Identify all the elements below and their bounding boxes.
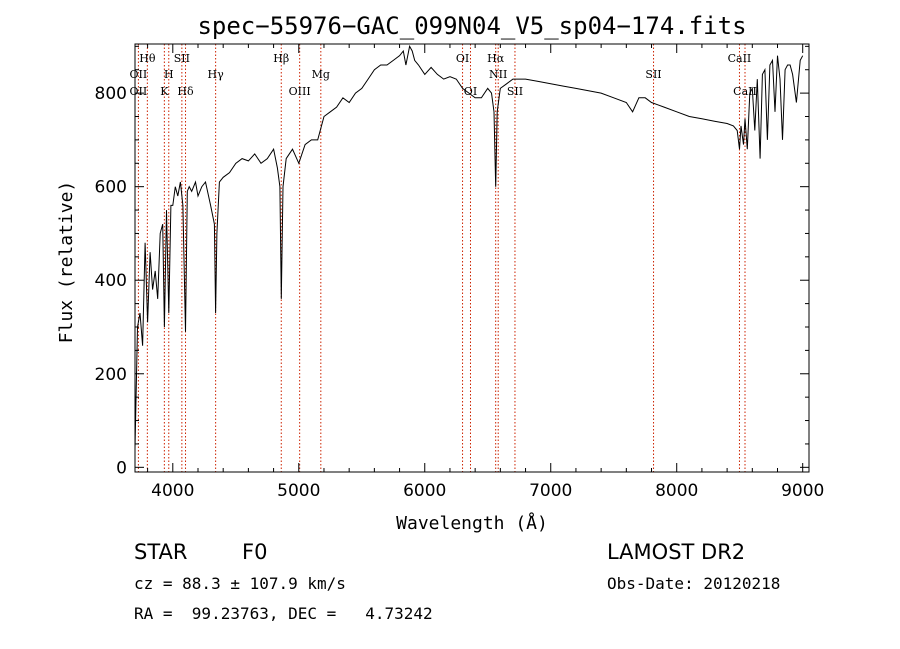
y-tick-label-200: 200	[95, 365, 127, 385]
line-label-2: OII	[130, 85, 148, 98]
chart-title: spec−55976−GAC_099N04_V5_sp04−174.fits	[197, 12, 746, 40]
y-axis-label: Flux (relative)	[56, 181, 77, 344]
y-axis-ticks: 0 200 400 600 800	[95, 45, 809, 478]
line-label-4: K	[160, 85, 169, 98]
line-label-3: H	[164, 68, 174, 81]
line-label-0: Hθ	[139, 52, 156, 65]
line-label-5: SII	[174, 52, 190, 65]
observation-date: Obs-Date: 20120218	[607, 574, 781, 593]
survey-name: LAMOST DR2	[607, 540, 746, 564]
x-axis-label: Wavelength (Å)	[396, 512, 548, 534]
spectral-line-labels: HθOIIOIIHKSIIHδHγHβOIIIMgOIOIHαNIISIISII…	[130, 52, 757, 98]
x-tick-label-6000: 6000	[403, 481, 446, 501]
line-label-9: OIII	[289, 85, 311, 98]
y-tick-label-800: 800	[95, 84, 127, 104]
x-tick-label-8000: 8000	[655, 481, 698, 501]
spectrum-line	[134, 44, 804, 449]
line-label-7: Hγ	[208, 68, 225, 81]
y-tick-label-600: 600	[95, 178, 127, 198]
line-label-6: Hδ	[177, 85, 194, 98]
spectral-line-markers	[137, 44, 746, 472]
line-label-1: OII	[130, 68, 148, 81]
x-tick-label-4000: 4000	[151, 481, 194, 501]
x-tick-label-5000: 5000	[277, 481, 320, 501]
object-subclass: F0	[242, 540, 268, 564]
y-tick-label-400: 400	[95, 271, 127, 291]
line-label-14: NII	[489, 68, 507, 81]
line-label-18: CaII	[733, 85, 757, 98]
plot-frame	[134, 43, 810, 473]
object-class: STAR	[134, 540, 188, 564]
line-label-13: Hα	[487, 52, 505, 65]
line-label-8: Hβ	[273, 52, 289, 65]
y-tick-label-0: 0	[116, 458, 127, 478]
line-label-16: SII	[645, 68, 661, 81]
redshift-cz: cz = 88.3 ± 107.9 km/s	[134, 574, 346, 593]
line-label-10: Mg	[312, 68, 330, 81]
line-label-11: OI	[456, 52, 469, 65]
line-label-15: SII	[507, 85, 523, 98]
line-label-12: OI	[464, 85, 477, 98]
x-axis-ticks: 4000 5000 6000 7000 8000 9000	[147, 44, 824, 501]
line-label-17: CaII	[728, 52, 752, 65]
x-tick-label-9000: 9000	[781, 481, 824, 501]
x-tick-label-7000: 7000	[529, 481, 572, 501]
coordinates: RA = 99.23763, DEC = 4.73242	[134, 604, 433, 623]
